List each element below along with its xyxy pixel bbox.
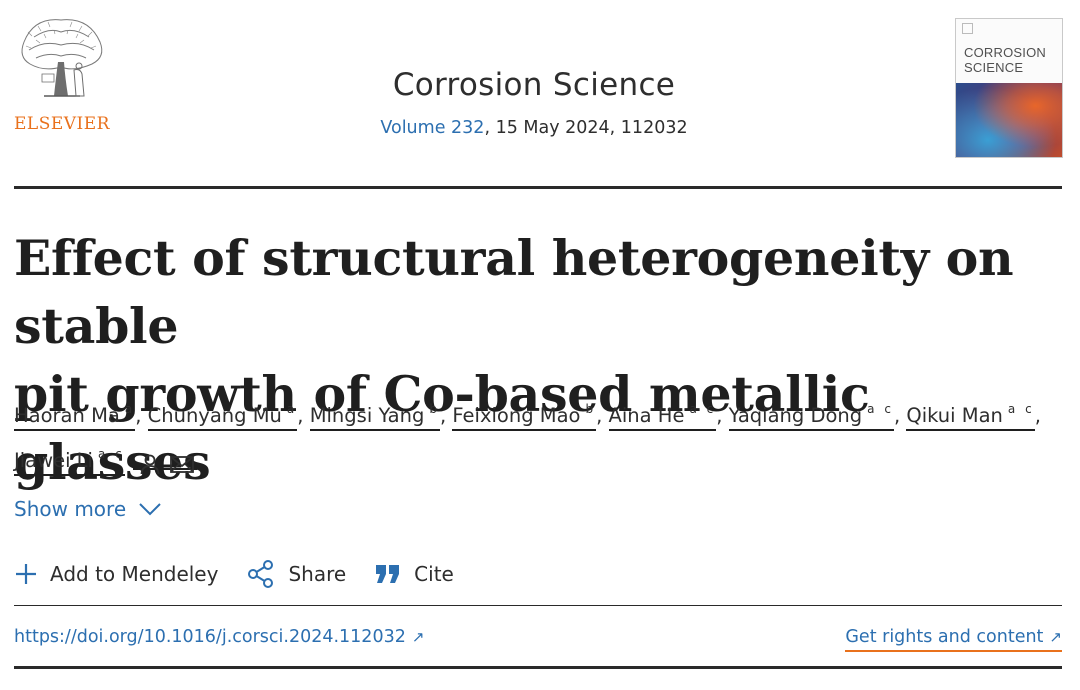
rights-and-content-link[interactable]: Get rights and content ↗ xyxy=(845,624,1062,652)
author-affiliation: b xyxy=(585,402,597,416)
share-icon xyxy=(248,560,274,588)
author-name: Aina He xyxy=(608,404,685,427)
author-affiliation: b xyxy=(429,402,440,416)
author-link[interactable]: Feixiong Mao b xyxy=(452,402,597,431)
elsevier-tree-icon xyxy=(21,19,103,97)
elsevier-logo[interactable]: ELSEVIER xyxy=(14,12,110,134)
cite-button[interactable]: Cite xyxy=(374,562,454,586)
add-to-mendeley-button[interactable]: Add to Mendeley xyxy=(14,562,218,586)
quote-icon xyxy=(376,565,400,583)
show-more-button[interactable]: Show more xyxy=(14,495,162,523)
author-link[interactable]: Aina He a c xyxy=(608,402,717,431)
cite-label: Cite xyxy=(414,562,454,586)
elsevier-wordmark: ELSEVIER xyxy=(14,114,110,134)
author-affiliation: a xyxy=(124,402,136,416)
mail-icon xyxy=(169,455,194,473)
author-name: Jiawei Li xyxy=(14,449,93,472)
author-link[interactable]: Jiawei Li a c xyxy=(14,447,125,476)
cover-title: CORROSION SCIENCE xyxy=(964,45,1046,75)
author-separator: , xyxy=(716,404,729,427)
author-name: Qikui Man xyxy=(906,404,1003,427)
journal-title[interactable]: Corrosion Science xyxy=(392,67,676,103)
author-affiliation: a c xyxy=(689,402,717,416)
external-link-icon: ↗ xyxy=(411,628,425,646)
header-divider xyxy=(14,186,1062,189)
chevron-down-icon xyxy=(139,503,161,516)
doi-link[interactable]: https://doi.org/10.1016/j.corsci.2024.11… xyxy=(14,624,424,650)
article-title-line2: pit growth of Co-based metallic glasses xyxy=(14,365,870,491)
corresponding-author-contact[interactable] xyxy=(132,444,197,474)
actions-divider xyxy=(14,605,1062,606)
author-name: Feixiong Mao xyxy=(452,404,581,427)
article-actions: Add to Mendeley Share Cite xyxy=(14,558,482,590)
author-affiliation: a c xyxy=(97,447,125,461)
rights-text: Get rights and content xyxy=(845,627,1044,647)
author-separator: , xyxy=(297,404,310,427)
author-name: Haoran Ma xyxy=(14,404,120,427)
volume-link[interactable]: Volume 232 xyxy=(380,118,485,138)
author-name: Mingsi Yang xyxy=(309,404,425,427)
author-separator: , xyxy=(1034,404,1041,427)
share-button[interactable]: Share xyxy=(246,559,346,589)
author-separator: , xyxy=(135,404,148,427)
author-separator: , xyxy=(439,404,453,427)
article-title-line1: Effect of structural heterogeneity on st… xyxy=(14,229,1014,355)
author-affiliation: a c xyxy=(1007,402,1035,416)
issue-date: , 15 May 2024, 112032 xyxy=(484,118,688,138)
author-link[interactable]: Yaqiang Dong a c xyxy=(728,402,894,431)
author-link[interactable]: Qikui Man a c xyxy=(906,402,1035,431)
share-label: Share xyxy=(288,562,347,586)
author-affiliation: a c xyxy=(867,402,894,416)
footer-divider xyxy=(14,666,1062,669)
person-icon xyxy=(140,454,160,474)
doi-text: https://doi.org/10.1016/j.corsci.2024.11… xyxy=(14,627,406,647)
author-link[interactable]: Chunyang Mu a xyxy=(147,402,298,431)
issue-info: Volume 232, 15 May 2024, 112032 xyxy=(0,117,1068,139)
mendeley-label: Add to Mendeley xyxy=(50,562,219,586)
author-affiliation: a xyxy=(286,402,298,416)
external-link-icon: ↗ xyxy=(1049,628,1062,646)
cover-title-line1: CORROSION xyxy=(964,45,1046,60)
author-link[interactable]: Mingsi Yang b xyxy=(309,402,440,431)
author-link[interactable]: Haoran Ma a xyxy=(14,402,136,431)
cover-logo-icon xyxy=(962,23,973,34)
cover-image xyxy=(956,83,1062,157)
cover-title-line2: SCIENCE xyxy=(964,60,1024,75)
journal-cover-thumbnail[interactable]: CORROSION SCIENCE xyxy=(955,18,1063,158)
article-title: Effect of structural heterogeneity on st… xyxy=(14,224,1064,496)
show-more-label: Show more xyxy=(14,497,127,521)
author-separator: , xyxy=(893,404,907,427)
plus-icon xyxy=(16,564,36,584)
author-name: Yaqiang Dong xyxy=(728,404,863,427)
author-name: Chunyang Mu xyxy=(147,404,282,427)
author-list: Haoran Ma a, Chunyang Mu a, Mingsi Yang b, … xyxy=(14,390,1066,480)
author-separator: , xyxy=(596,404,609,427)
